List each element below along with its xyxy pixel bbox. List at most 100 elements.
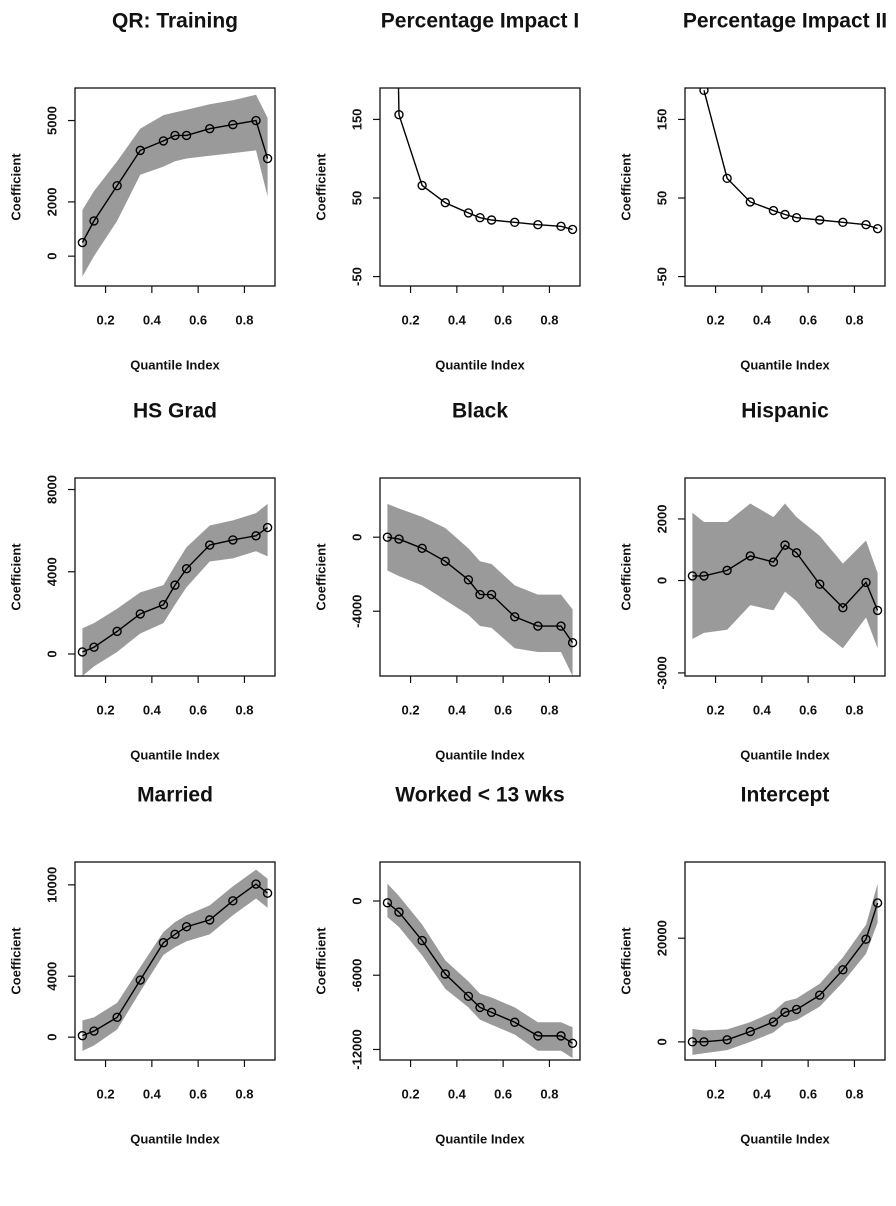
x-tick-label: 0.4 [143,702,162,717]
data-point [228,535,238,545]
x-tick-label: 0.2 [402,312,420,327]
panel: Percentage Impact II Quantile Index Coeffi… [618,10,887,373]
series-line [703,90,878,230]
y-axis-label: Coefficient [618,543,633,611]
data-point [262,153,273,164]
data-point [533,1031,543,1041]
data-point [567,224,578,235]
plot-area [382,883,578,1059]
x-tick-label: 0.2 [97,312,115,327]
plot-area [382,503,578,676]
x-tick-label: 0.6 [494,702,512,717]
data-point [205,540,215,550]
data-point [838,217,848,228]
plot-frame [379,87,581,287]
confidence-band [387,883,573,1059]
plot-area [687,883,883,1055]
plot-area [77,94,273,277]
y-axis-label: Coefficient [8,543,23,611]
data-point [158,938,169,948]
panel: Intercept Quantile Index Coefficient 0.2 0.4… [618,784,886,1146]
data-point [262,888,273,898]
y-tick-label: 8000 [44,475,59,504]
y-tick-label: 50 [654,191,669,205]
y-tick-label: 0 [349,534,364,541]
plot-frame [74,861,276,1061]
series-line [387,536,574,644]
data-point [745,197,755,207]
y-tick-label: 4000 [44,962,59,991]
data-point [687,1037,698,1047]
data-point [170,130,180,141]
plot-frame [684,87,886,287]
data-point [861,220,871,230]
x-tick-label: 0.8 [235,1086,253,1101]
data-point [722,565,732,576]
series-line [81,119,269,243]
x-axis-label: Quantile Index [435,747,525,762]
x-axis-label: Quantile Index [740,1131,830,1146]
x-tick-label: 0.2 [707,1086,725,1101]
data-point [77,647,88,657]
x-tick-label: 0.8 [540,1086,558,1101]
data-point [89,216,99,226]
x-tick-label: 0.8 [235,702,253,717]
y-tick-label: 0 [349,897,364,904]
data-point [382,898,393,908]
panel-title: Percentage Impact I [381,10,579,33]
data-point [158,136,169,146]
data-point [486,1007,497,1018]
series-line [82,526,268,653]
data-point [745,1026,755,1037]
x-tick-label: 0.4 [143,1086,162,1101]
data-point [170,580,180,590]
x-tick-label: 0.6 [799,1086,817,1101]
y-tick-label: 0 [654,1038,669,1045]
y-tick-label: -4000 [349,595,364,628]
data-point [394,110,404,120]
data-point [780,1007,790,1018]
confidence-band [82,503,268,676]
data-point [181,130,192,141]
x-tick-label: 0.8 [845,1086,863,1101]
data-point [440,198,450,208]
x-axis-label: Quantile Index [130,357,220,372]
data-point [463,991,474,1001]
data-point [475,1002,485,1013]
y-axis-label: Coefficient [313,927,328,995]
data-point [205,123,215,134]
x-tick-label: 0.2 [97,702,115,717]
x-tick-label: 0.2 [707,702,725,717]
series-line [692,902,879,1043]
y-tick-label: 0 [44,650,59,657]
x-tick-label: 0.4 [753,1086,772,1101]
y-axis-label: Coefficient [8,153,23,221]
x-tick-label: 0.8 [540,702,558,717]
x-tick-label: 0.8 [235,312,253,327]
x-axis-label: Quantile Index [740,747,830,762]
x-tick-label: 0.6 [494,312,512,327]
y-axis-label: Coefficient [618,927,633,995]
x-tick-label: 0.4 [143,312,162,327]
x-tick-label: 0.2 [97,1086,115,1101]
x-tick-label: 0.4 [753,702,772,717]
y-tick-label: -6000 [349,959,364,992]
y-tick-label: 150 [349,109,364,131]
x-tick-label: 0.4 [448,1086,467,1101]
plot-frame [379,477,581,677]
data-point [77,237,88,248]
x-axis-label: Quantile Index [740,357,830,372]
x-tick-label: 0.8 [845,702,863,717]
data-point [510,1017,520,1027]
data-point [205,915,215,925]
series-line [692,544,879,611]
data-point [768,1017,779,1027]
y-tick-label: 20000 [654,920,669,956]
plot-area [687,503,883,649]
data-point [112,626,122,637]
data-point [228,896,238,906]
panel: QR: Training Quantile Index Coefficient 0.2… [8,10,276,372]
y-tick-label: 0 [44,253,59,260]
y-tick-label: -50 [349,267,364,286]
